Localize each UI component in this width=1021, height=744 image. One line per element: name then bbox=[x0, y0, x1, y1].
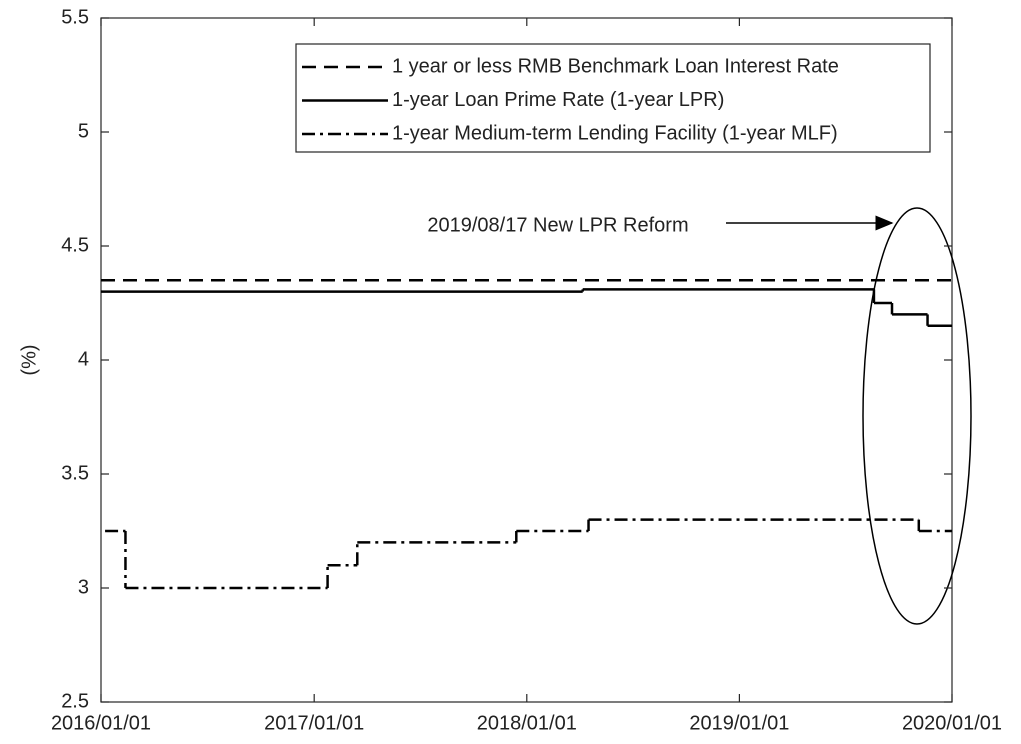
legend-label: 1-year Loan Prime Rate (1-year LPR) bbox=[392, 89, 724, 111]
legend-box bbox=[295, 43, 931, 153]
legend-label: 1 year or less RMB Benchmark Loan Intere… bbox=[392, 55, 839, 77]
x-tick-label: 2018/01/01 bbox=[477, 712, 577, 734]
y-tick-label: 3.5 bbox=[61, 462, 89, 484]
y-axis-label: (%) bbox=[18, 344, 40, 375]
highlight-ellipse bbox=[862, 207, 972, 625]
y-tick-label: 4.5 bbox=[61, 234, 89, 256]
y-tick-label: 3 bbox=[78, 576, 89, 598]
legend: 1 year or less RMB Benchmark Loan Intere… bbox=[295, 43, 931, 153]
x-tick-label: 2017/01/01 bbox=[264, 712, 364, 734]
annotation: 2019/08/17 New LPR Reform bbox=[427, 214, 688, 236]
x-tick-label: 2019/01/01 bbox=[689, 712, 789, 734]
y-tick-label: 2.5 bbox=[61, 690, 89, 712]
x-tick-label: 2020/01/01 bbox=[902, 712, 1002, 734]
y-tick-label: 5 bbox=[78, 120, 89, 142]
legend-label: 1-year Medium-term Lending Facility (1-y… bbox=[392, 122, 838, 144]
x-tick-label: 2016/01/01 bbox=[51, 712, 151, 734]
y-tick-label: 5.5 bbox=[61, 6, 89, 28]
y-tick-label: 4 bbox=[78, 348, 89, 370]
